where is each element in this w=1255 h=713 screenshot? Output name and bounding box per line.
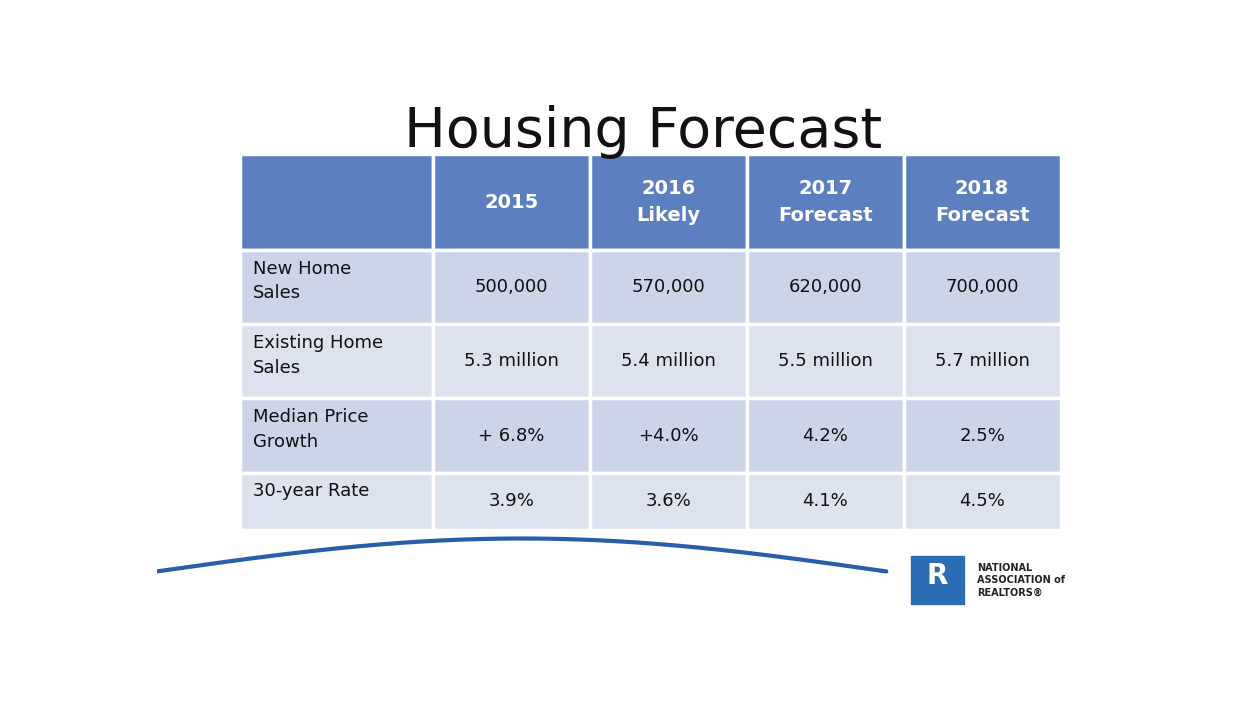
Text: 4.5%: 4.5% <box>959 493 1005 511</box>
FancyBboxPatch shape <box>433 473 590 530</box>
Text: Median Price
Growth: Median Price Growth <box>254 409 369 451</box>
FancyBboxPatch shape <box>590 324 747 399</box>
Text: 570,000: 570,000 <box>631 278 705 297</box>
FancyBboxPatch shape <box>590 250 747 324</box>
Text: ASSOCIATION of: ASSOCIATION of <box>976 575 1064 585</box>
FancyBboxPatch shape <box>747 399 904 473</box>
FancyBboxPatch shape <box>904 473 1060 530</box>
Text: 5.4 million: 5.4 million <box>621 352 715 371</box>
Text: 5.5 million: 5.5 million <box>778 352 872 371</box>
FancyBboxPatch shape <box>240 324 433 399</box>
FancyBboxPatch shape <box>433 250 590 324</box>
Text: NATIONAL: NATIONAL <box>976 563 1032 573</box>
Text: 4.2%: 4.2% <box>802 426 848 444</box>
FancyBboxPatch shape <box>240 250 433 324</box>
Text: 2018
Forecast: 2018 Forecast <box>935 180 1029 225</box>
FancyBboxPatch shape <box>911 556 964 605</box>
Text: 620,000: 620,000 <box>788 278 862 297</box>
FancyBboxPatch shape <box>433 324 590 399</box>
Text: + 6.8%: + 6.8% <box>478 426 545 444</box>
Text: Housing Forecast: Housing Forecast <box>404 105 882 159</box>
FancyBboxPatch shape <box>904 154 1060 250</box>
Text: 4.1%: 4.1% <box>802 493 848 511</box>
Text: 3.9%: 3.9% <box>488 493 535 511</box>
Text: 2016
Likely: 2016 Likely <box>636 180 700 225</box>
Text: +4.0%: +4.0% <box>638 426 699 444</box>
Text: 5.3 million: 5.3 million <box>464 352 558 371</box>
FancyBboxPatch shape <box>747 473 904 530</box>
FancyBboxPatch shape <box>590 473 747 530</box>
FancyBboxPatch shape <box>747 154 904 250</box>
FancyBboxPatch shape <box>240 473 433 530</box>
FancyBboxPatch shape <box>747 250 904 324</box>
FancyBboxPatch shape <box>904 250 1060 324</box>
FancyBboxPatch shape <box>747 324 904 399</box>
Text: 5.7 million: 5.7 million <box>935 352 1029 371</box>
Text: 2.5%: 2.5% <box>959 426 1005 444</box>
FancyBboxPatch shape <box>240 154 433 250</box>
Text: 2017
Forecast: 2017 Forecast <box>778 180 872 225</box>
Text: New Home
Sales: New Home Sales <box>254 260 351 302</box>
Text: 30-year Rate: 30-year Rate <box>254 483 369 501</box>
FancyBboxPatch shape <box>590 399 747 473</box>
Text: 700,000: 700,000 <box>945 278 1019 297</box>
Text: 3.6%: 3.6% <box>645 493 692 511</box>
FancyBboxPatch shape <box>904 324 1060 399</box>
FancyBboxPatch shape <box>590 154 747 250</box>
Text: REALTOR®: REALTOR® <box>920 595 955 600</box>
Text: Existing Home
Sales: Existing Home Sales <box>254 334 383 376</box>
Text: R: R <box>926 563 948 590</box>
FancyBboxPatch shape <box>433 399 590 473</box>
FancyBboxPatch shape <box>240 399 433 473</box>
FancyBboxPatch shape <box>904 399 1060 473</box>
Text: 500,000: 500,000 <box>474 278 548 297</box>
Text: REALTORS®: REALTORS® <box>976 588 1043 597</box>
FancyBboxPatch shape <box>433 154 590 250</box>
Text: 2015: 2015 <box>484 193 538 212</box>
